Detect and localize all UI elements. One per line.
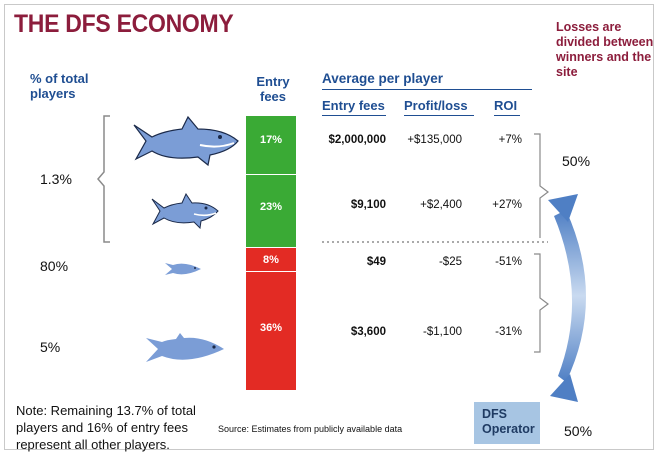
cell-profit-loss: -$25: [438, 256, 462, 268]
infographic-frame: [4, 4, 654, 450]
cell-profit-loss: -$1,100: [422, 326, 462, 338]
bar-segment-large-shark: [246, 116, 296, 175]
large-fish-icon: [146, 333, 224, 362]
dfs-operator-box: DFS Operator: [474, 402, 540, 444]
losses-note: Losses are divided between winners and t…: [556, 20, 654, 79]
note-text: Note: Remaining 13.7% of total players a…: [16, 403, 196, 452]
operator-share: 50%: [564, 423, 593, 439]
average-per-player-header: Average per player: [322, 71, 444, 86]
bar-segment-large-fish: [246, 272, 296, 390]
large-shark-icon: [133, 115, 239, 167]
group-pct-small-fish: 80%: [40, 258, 69, 274]
source-text: Source: Estimates from publicly availabl…: [218, 424, 403, 434]
col-profit-loss-header: Profit/loss: [404, 98, 468, 113]
small-shark-icon: [151, 193, 219, 229]
cell-entry-fees: $49: [366, 256, 386, 268]
cell-roi: -51%: [495, 256, 522, 268]
bar-segment-label: 23%: [259, 201, 283, 213]
pct-players-header: % of total players: [30, 71, 89, 101]
bar-segment-small-shark: [246, 175, 296, 248]
cell-profit-loss: +$2,400: [420, 199, 462, 211]
winners-brace: [97, 115, 110, 243]
table-brackets: [322, 133, 549, 353]
bar-segment-label: 17%: [259, 134, 283, 146]
cell-roi: -31%: [495, 326, 522, 338]
average-header-rule: [322, 89, 532, 90]
cell-profit-loss: +$135,000: [407, 134, 462, 146]
cell-roi: +7%: [498, 134, 522, 146]
bar-segment-label: 8%: [263, 254, 279, 266]
page-title: THE DFS ECONOMY: [14, 10, 234, 38]
bar-segment-minnow: [246, 248, 296, 272]
col-entry-fees-header: Entry fees: [322, 98, 385, 113]
cell-roi: +27%: [492, 199, 522, 211]
col-entry-fees-rule: [322, 115, 386, 116]
winners-share: 50%: [562, 153, 591, 169]
col-roi-rule: [494, 115, 520, 116]
col-roi-header: ROI: [494, 98, 518, 113]
cell-entry-fees: $2,000,000: [328, 134, 386, 146]
entry-fees-header: Entry fees: [256, 74, 290, 104]
bar-segment-label: 36%: [259, 322, 283, 334]
group-pct-big-fish: 5%: [40, 339, 61, 355]
group-pct-winners: 1.3%: [40, 171, 72, 187]
col-profit-loss-rule: [404, 115, 474, 116]
cell-entry-fees: $9,100: [350, 199, 386, 211]
cell-entry-fees: $3,600: [350, 326, 386, 338]
minnow-icon: [165, 263, 201, 275]
loss-split-arrows: [548, 194, 586, 402]
